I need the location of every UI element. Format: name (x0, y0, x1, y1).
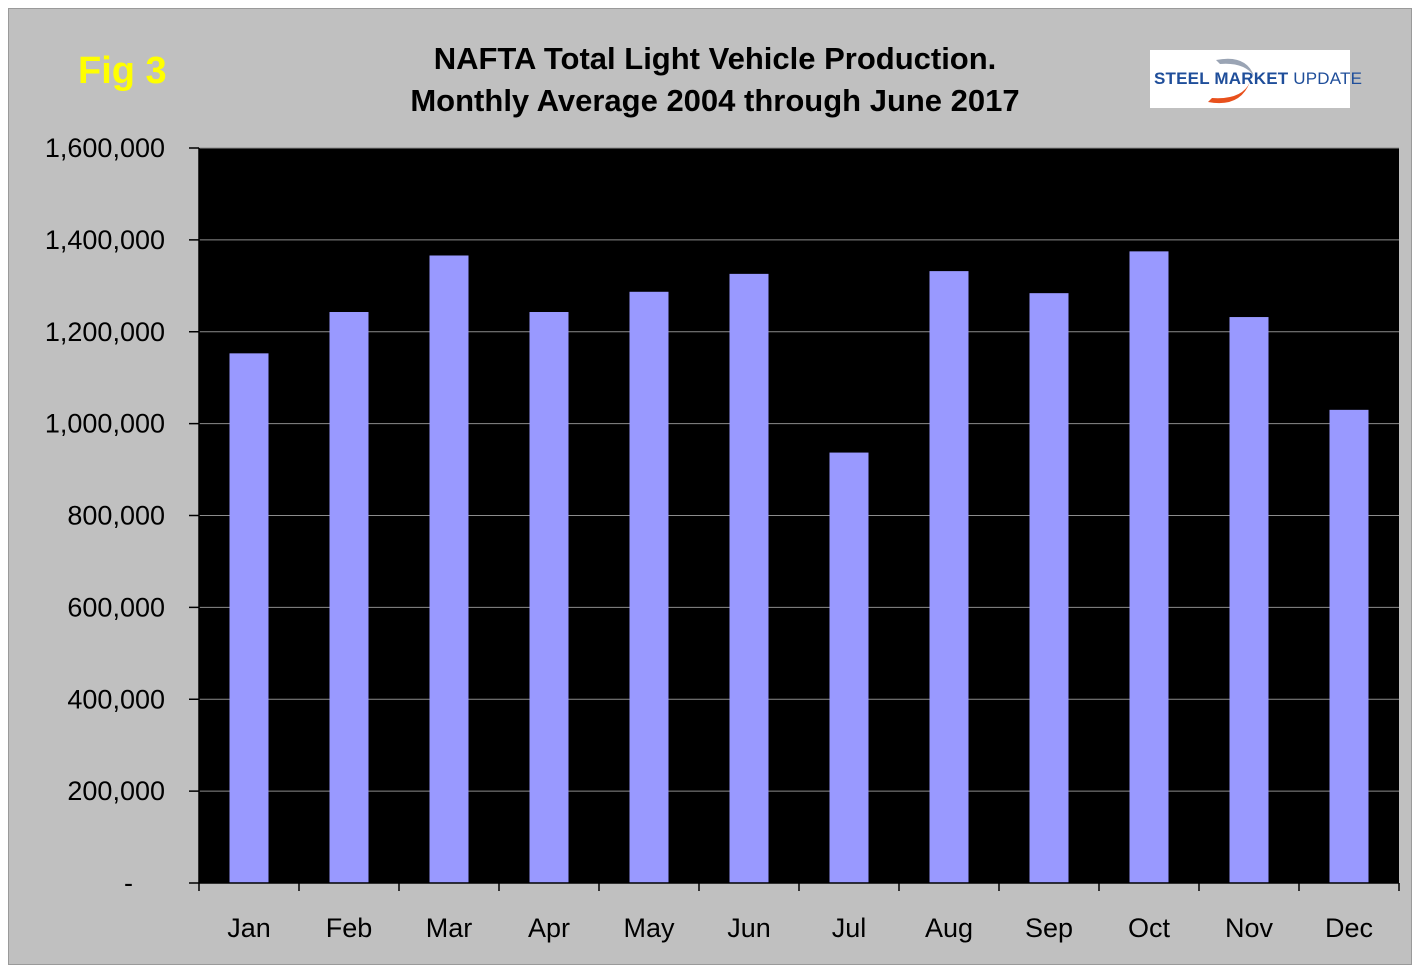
x-tick-labels: Jan Feb Mar Apr May Jun Jul Aug Sep Oct Nov Dec (227, 913, 1373, 943)
x-tick-label-may: May (623, 913, 675, 943)
axes (189, 147, 1400, 891)
bar-series (229, 251, 1369, 884)
y-tick-label: 1,400,000 (45, 225, 165, 255)
x-tick-label-aug: Aug (925, 913, 973, 943)
x-tick-label-apr: Apr (528, 913, 570, 943)
bar-sep (1029, 293, 1069, 884)
bar-jul (829, 452, 869, 883)
gridlines (199, 147, 1399, 792)
chart-title-line2: Monthly Average 2004 through June 2017 (410, 83, 1020, 118)
steel-market-update-logo: STEEL MARKET UPDATE (1150, 50, 1362, 108)
logo-swoosh-icon (1208, 58, 1254, 104)
y-tick-label: 200,000 (67, 776, 165, 806)
y-tick-label: 1,600,000 (45, 133, 165, 163)
x-tick-label-sep: Sep (1025, 913, 1073, 943)
x-tick-label-dec: Dec (1325, 913, 1373, 943)
bar-jan (229, 353, 269, 883)
bar-may (629, 291, 669, 883)
bar-oct (1129, 251, 1169, 883)
chart-title: NAFTA Total Light Vehicle Production. Mo… (330, 38, 1100, 122)
bar-dec (1329, 409, 1369, 883)
x-tick-label-jul: Jul (832, 913, 867, 943)
y-tick-label: - (124, 868, 133, 898)
x-tick-label-nov: Nov (1225, 913, 1274, 943)
bar-nov (1229, 317, 1269, 883)
logo-text-light: UPDATE (1288, 69, 1363, 88)
logo-text-bold: STEEL MARKET (1154, 69, 1289, 88)
y-tick-label: 800,000 (67, 501, 165, 531)
bar-feb (329, 311, 369, 883)
y-tick-label: 400,000 (67, 684, 165, 714)
x-tick-label-oct: Oct (1128, 913, 1171, 943)
bar-aug (929, 271, 969, 883)
y-tick-labels: - 200,000 400,000 600,000 800,000 1,000,000 1,… (45, 133, 165, 898)
y-tick-label: 600,000 (67, 592, 165, 622)
x-tick-label-jan: Jan (227, 913, 271, 943)
bar-mar (429, 255, 469, 883)
chart-title-line1: NAFTA Total Light Vehicle Production. (433, 41, 997, 76)
y-tick-label: 1,200,000 (45, 317, 165, 347)
bar-jun (729, 273, 769, 883)
x-tick-label-feb: Feb (326, 913, 373, 943)
bar-apr (529, 311, 569, 883)
x-tick-label-mar: Mar (426, 913, 473, 943)
y-tick-label: 1,000,000 (45, 409, 165, 439)
logo-text: STEEL MARKET UPDATE (1154, 69, 1362, 89)
figure-label: Fig 3 (78, 50, 167, 92)
x-tick-label-jun: Jun (727, 913, 771, 943)
